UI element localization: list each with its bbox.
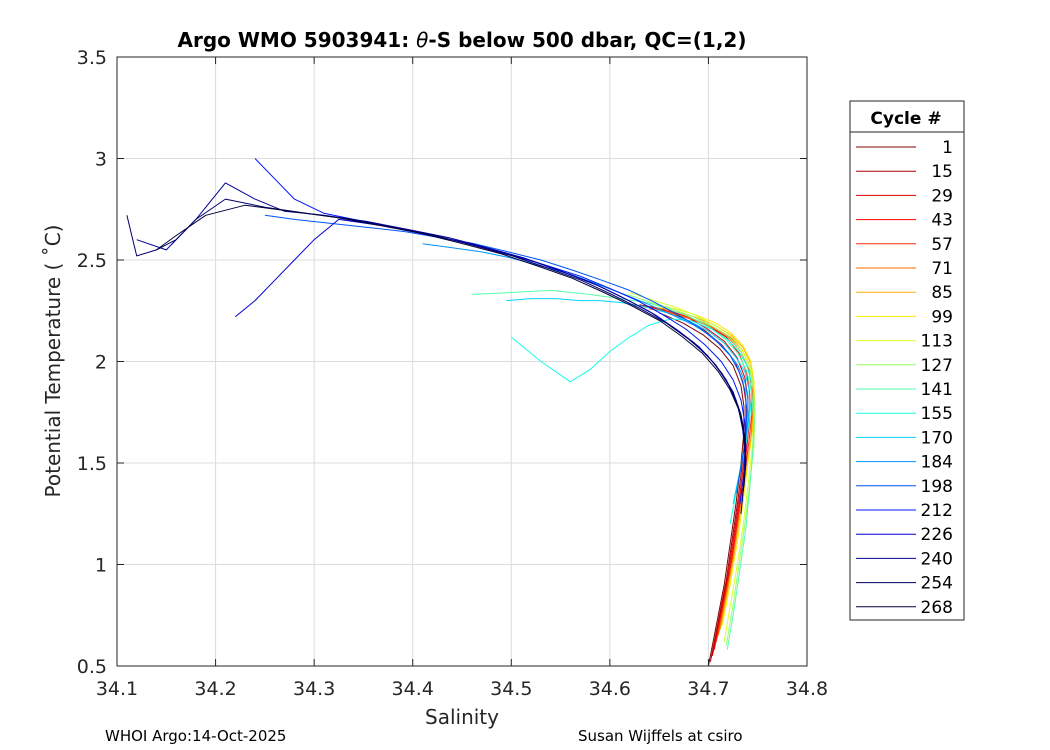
legend-label-cycle-226: 226	[921, 525, 953, 545]
y-tick-label: 3.5	[77, 47, 107, 69]
legend-label-cycle-198: 198	[921, 477, 953, 497]
y-tick-label: 2.5	[77, 250, 107, 272]
legend-label-cycle-254: 254	[921, 574, 953, 594]
y-tick-label: 1.5	[77, 453, 107, 475]
footer-left-text: WHOI Argo:14-Oct-2025	[105, 727, 286, 745]
series-lines	[126, 158, 756, 667]
legend-label-cycle-127: 127	[921, 356, 953, 376]
legend-label-cycle-184: 184	[921, 453, 953, 473]
chart-title: Argo WMO 5903941: θ-S below 500 dbar, QC…	[178, 28, 747, 52]
y-axis-label: Potential Temperature ( ˚C)	[41, 225, 65, 498]
title-suffix: -S below 500 dbar, QC=(1,2)	[428, 28, 746, 52]
x-tick-label: 34.2	[194, 678, 236, 700]
y-tick-label: 0.5	[77, 656, 107, 678]
x-axis-label: Salinity	[425, 705, 499, 729]
x-tick-label: 34.8	[786, 678, 828, 700]
y-tick-label: 2	[95, 352, 107, 374]
legend-label-cycle-1: 1	[942, 138, 953, 158]
axis-ticks	[116, 56, 808, 667]
footer-right-text: Susan Wijffels at csiro	[578, 727, 743, 745]
legend-label-cycle-99: 99	[931, 307, 953, 327]
legend-label-cycle-29: 29	[931, 186, 953, 206]
legend-label-cycle-240: 240	[921, 549, 953, 569]
legend: Cycle # 1 15 29 43 57 71 85 99 113 127 141 155 170 18…	[849, 100, 965, 621]
x-tick-label: 34.7	[687, 678, 729, 700]
legend-label-cycle-141: 141	[921, 380, 953, 400]
legend-label-cycle-85: 85	[931, 283, 953, 303]
x-tick-label: 34.5	[490, 678, 532, 700]
legend-label-cycle-113: 113	[921, 332, 953, 352]
title-prefix: Argo WMO 5903941:	[178, 28, 417, 52]
series-line-cycle-99	[655, 304, 756, 626]
series-line-cycle-127	[627, 294, 756, 646]
series-line-cycle-198	[264, 214, 748, 484]
legend-label-cycle-170: 170	[921, 428, 953, 448]
series-line-cycle-254	[126, 198, 747, 494]
legend-title: Cycle #	[870, 109, 941, 129]
x-tick-label: 34.4	[392, 678, 434, 700]
legend-box	[849, 100, 965, 621]
series-line-cycle-141	[471, 289, 755, 650]
legend-label-cycle-57: 57	[931, 235, 953, 255]
legend-label-cycle-268: 268	[921, 598, 953, 618]
y-tick-label: 1	[95, 555, 107, 577]
legend-label-cycle-71: 71	[931, 259, 953, 279]
series-line-cycle-155	[510, 318, 753, 524]
series-line-cycle-268	[156, 204, 747, 488]
x-tick-label: 34.6	[589, 678, 631, 700]
x-tick-label: 34.1	[96, 678, 138, 700]
legend-label-cycle-43: 43	[931, 211, 953, 231]
x-tick-label: 34.3	[293, 678, 335, 700]
legend-label-cycle-155: 155	[921, 404, 953, 424]
series-line-cycle-170	[506, 298, 751, 504]
legend-label-cycle-212: 212	[921, 501, 953, 521]
legend-label-cycle-15: 15	[931, 162, 953, 182]
title-theta-symbol: θ	[416, 28, 428, 52]
plot-area	[116, 56, 808, 667]
series-line-cycle-113	[629, 292, 756, 642]
y-tick-label: 3	[95, 149, 107, 171]
legend-entries: 1 15 29 43 57 71 85 99 113 127 141 155 170 184 198 212 2…	[856, 138, 953, 618]
